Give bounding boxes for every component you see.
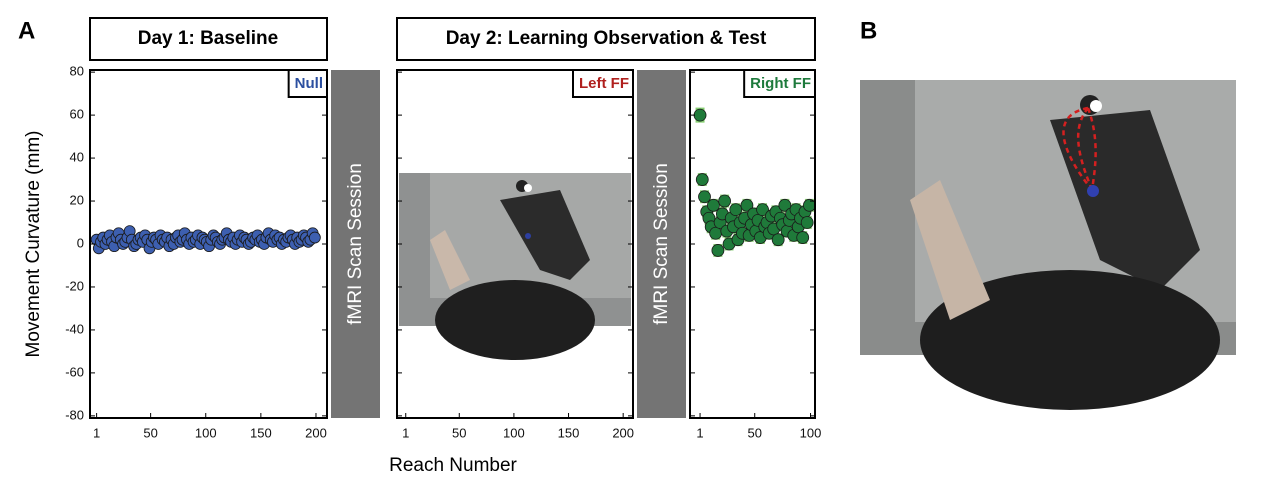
y-tick-label: 60 bbox=[70, 107, 84, 122]
scan-label: fMRI Scan Session bbox=[345, 163, 366, 325]
y-tick-label: -20 bbox=[65, 278, 84, 293]
x-tick-label: 100 bbox=[195, 425, 217, 440]
point bbox=[719, 195, 731, 207]
condition-label: Null bbox=[295, 75, 323, 92]
photo bbox=[860, 80, 1236, 410]
y-tick-label: 20 bbox=[70, 192, 84, 207]
point bbox=[801, 217, 813, 229]
point bbox=[797, 232, 809, 244]
panel-label: B bbox=[860, 17, 877, 44]
point bbox=[710, 227, 722, 239]
point bbox=[730, 204, 742, 216]
x-tick-label: 150 bbox=[250, 425, 272, 440]
x-tick-label: 1 bbox=[402, 425, 409, 440]
x-axis-label: Reach Number bbox=[389, 455, 517, 476]
x-tick-label: 50 bbox=[747, 425, 761, 440]
condition-label: Left FF bbox=[579, 75, 629, 92]
point bbox=[309, 232, 320, 243]
point bbox=[699, 191, 711, 203]
page: {"figure": {"panel_a": "A", "panel_b": "… bbox=[0, 0, 1266, 478]
x-tick-label: 100 bbox=[800, 425, 822, 440]
point bbox=[707, 199, 719, 211]
y-axis-label: Movement Curvature (mm) bbox=[23, 131, 44, 358]
y-tick-label: -80 bbox=[65, 407, 84, 422]
x-tick-label: 200 bbox=[305, 425, 327, 440]
header: Day 2: Learning Observation & Test bbox=[446, 28, 767, 49]
point bbox=[712, 244, 724, 256]
y-tick-label: -60 bbox=[65, 364, 84, 379]
point bbox=[696, 174, 708, 186]
y-tick-label: 80 bbox=[70, 64, 84, 79]
plot-frame bbox=[690, 70, 815, 418]
y-tick-label: 40 bbox=[70, 150, 84, 165]
scan-label: fMRI Scan Session bbox=[651, 163, 672, 325]
y-tick-label: 0 bbox=[77, 235, 84, 250]
x-tick-label: 150 bbox=[558, 425, 580, 440]
x-tick-label: 200 bbox=[612, 425, 634, 440]
condition-label: Right FF bbox=[750, 75, 811, 92]
x-tick-label: 1 bbox=[93, 425, 100, 440]
y-tick-label: -40 bbox=[65, 321, 84, 336]
x-tick-label: 100 bbox=[503, 425, 525, 440]
figure: A B Day 1: Baseline Day 2: Learning Obse… bbox=[0, 0, 1266, 478]
photo bbox=[399, 173, 631, 360]
x-tick-label: 50 bbox=[452, 425, 466, 440]
point bbox=[772, 234, 784, 246]
header: Day 1: Baseline bbox=[138, 28, 278, 49]
panel-label: A bbox=[18, 17, 35, 44]
x-tick-label: 1 bbox=[696, 425, 703, 440]
point bbox=[694, 109, 706, 121]
x-tick-label: 50 bbox=[143, 425, 157, 440]
